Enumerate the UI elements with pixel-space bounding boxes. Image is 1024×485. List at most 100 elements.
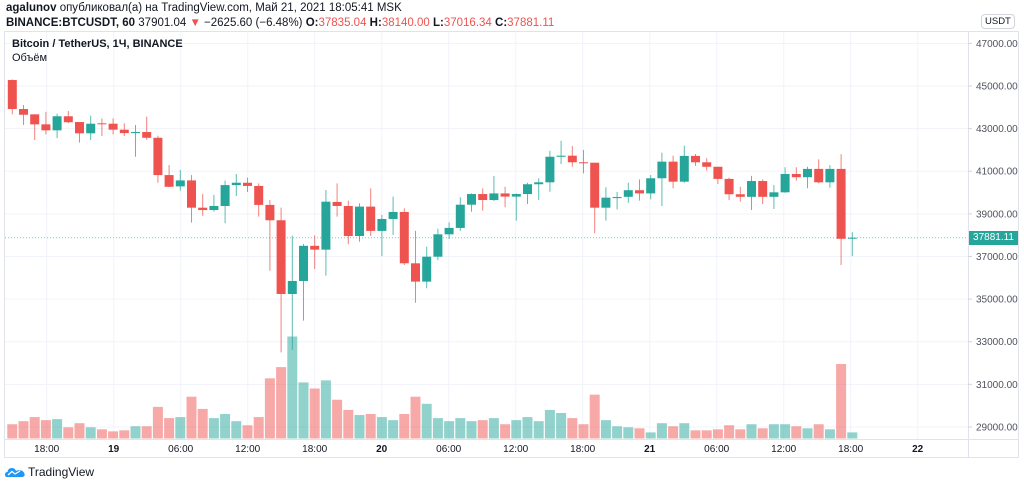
candle-body — [254, 185, 264, 205]
volume-bar — [7, 424, 18, 439]
candle-body — [7, 80, 17, 110]
change-value: −2625.60 (−6.48%) — [204, 17, 303, 29]
legend-volume[interactable]: Объём — [12, 52, 48, 64]
time-tick-label: 12:00 — [235, 444, 260, 455]
chart-frame[interactable] — [4, 31, 1019, 458]
price-tick-label: 45000.00 — [976, 82, 1018, 93]
price-tick-label: 33000.00 — [976, 337, 1018, 348]
candle-body — [780, 174, 790, 193]
volume-bar — [634, 428, 645, 439]
volume-bar — [74, 423, 85, 439]
candle — [780, 167, 790, 193]
candle-body — [713, 166, 723, 179]
volume-bar — [18, 421, 29, 439]
time-tick-label: 12:00 — [771, 444, 796, 455]
volume-bar — [735, 429, 746, 439]
candle — [825, 165, 835, 188]
volume-bar — [276, 367, 287, 439]
close-label: C: — [495, 17, 508, 29]
candle-body — [108, 123, 118, 130]
candle-body — [467, 194, 476, 205]
volume-bar — [556, 413, 567, 439]
close-value: 37881.11 — [507, 17, 555, 29]
volume-bar — [780, 424, 791, 439]
candle — [30, 114, 40, 140]
volume-bar — [231, 421, 242, 439]
legend-title[interactable]: Bitcoin / TetherUS, 1Ч, BINANCE — [12, 38, 183, 50]
candle-body — [511, 194, 521, 197]
volume-bar — [141, 426, 152, 439]
volume-bar — [701, 430, 712, 439]
volume-bar — [208, 418, 219, 439]
volume-bar — [690, 430, 701, 439]
price-tick-label: 29000.00 — [976, 422, 1018, 433]
candle-body — [97, 123, 107, 125]
volume-bar — [29, 417, 40, 439]
tradingview-logo[interactable]: TradingView — [5, 465, 94, 479]
candle-body — [590, 162, 600, 208]
author-name[interactable]: agalunov — [6, 2, 57, 14]
price-tick-label: 37000.00 — [976, 252, 1018, 263]
candle — [489, 175, 499, 202]
time-tick-label: 06:00 — [436, 444, 461, 455]
candle — [310, 235, 320, 270]
candle — [299, 243, 308, 321]
candle — [63, 110, 73, 124]
volume-bar — [847, 432, 858, 439]
candle-body — [343, 205, 353, 237]
candle — [187, 175, 196, 223]
candle — [646, 175, 656, 200]
volume-bar — [567, 418, 578, 439]
candle — [769, 185, 779, 209]
candle — [231, 174, 241, 196]
candle-body — [489, 193, 499, 201]
candle — [243, 177, 252, 192]
candle-body — [276, 220, 286, 294]
candle-body — [455, 204, 465, 228]
volume-bar — [589, 394, 600, 439]
time-tick-label: 22 — [912, 444, 924, 455]
candle — [713, 166, 723, 185]
candle-body — [735, 194, 745, 197]
candle-body — [847, 237, 857, 239]
volume-bar — [119, 430, 130, 439]
volume-bar — [175, 417, 186, 439]
candle-body — [433, 234, 443, 257]
grid — [5, 32, 968, 439]
volume-bar — [130, 426, 141, 439]
candle-body — [287, 280, 297, 294]
candle-body — [646, 178, 656, 194]
candle — [467, 193, 476, 212]
candle-body — [119, 129, 129, 134]
time-tick-label: 21 — [644, 444, 656, 455]
candle — [579, 149, 588, 174]
candle — [803, 166, 812, 189]
volume-bar — [287, 336, 298, 439]
volume-bar — [298, 382, 309, 439]
price-tick-label: 41000.00 — [976, 167, 1018, 178]
candle — [388, 196, 398, 235]
candle-body — [825, 168, 835, 183]
volume-bar — [63, 427, 74, 439]
candle — [131, 124, 140, 157]
candle-body — [153, 137, 163, 176]
volume-bar — [343, 409, 354, 439]
volume-bar — [522, 417, 533, 439]
candle-body — [702, 162, 712, 167]
volume-bar — [365, 414, 376, 439]
candle — [254, 183, 264, 217]
volume-bar — [332, 399, 343, 439]
candle — [175, 169, 185, 191]
price-tick-label: 35000.00 — [976, 295, 1018, 306]
candle — [500, 186, 510, 208]
volume-bar — [197, 408, 208, 439]
candle-body — [422, 256, 432, 282]
volume-bar — [354, 415, 365, 439]
volume-bar — [388, 420, 399, 439]
currency-badge[interactable]: USDT — [981, 14, 1015, 29]
high-value: 38140.00 — [381, 17, 430, 29]
candle — [791, 167, 801, 181]
candle — [523, 182, 532, 205]
volume-bar — [399, 414, 410, 439]
